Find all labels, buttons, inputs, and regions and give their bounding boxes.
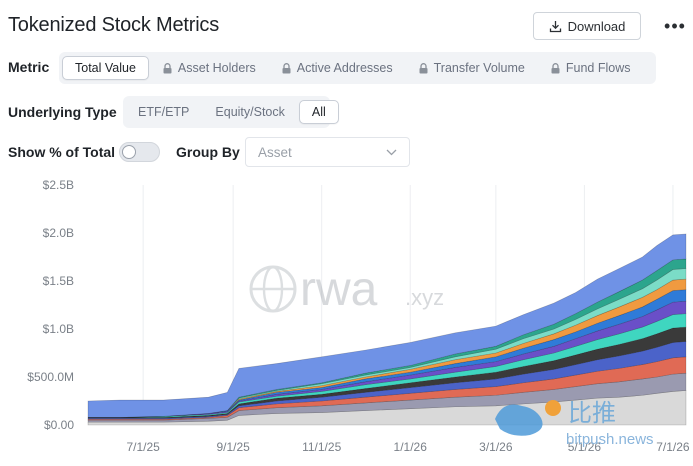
rwa-watermark: rwa .xyz [249,263,444,316]
metric-option-transfer-volume[interactable]: Transfer Volume [407,56,537,80]
x-tick-label: 11/1/25 [302,440,341,454]
group-by-select[interactable]: Asset [245,137,410,167]
underlying_type-option-label: Equity/Stock [215,105,285,119]
underlying_type-option-all[interactable]: All [298,100,339,124]
more-options-icon[interactable]: ••• [664,15,686,36]
globe-meridian [262,265,284,313]
bird-icon [495,404,543,436]
globe-icon [249,265,297,313]
watermark-brand: rwa [300,263,378,316]
metric-option-fund-flows[interactable]: Fund Flows [539,56,643,80]
lock-icon [551,62,560,73]
stacked-area-chart: $2.5B $2.0B $1.5B $1.0B $500.0M $0.00 7/1/25 9/… [27,178,690,454]
metric-option-active-addresses[interactable]: Active Addresses [270,56,405,80]
metric-option-label: Total Value [75,61,136,75]
download-icon [549,20,561,32]
metric-selector: Total Value Asset Holders Active Addresses… [59,52,656,84]
metric-option-label: Active Addresses [296,61,393,75]
underlying-type-selector: ETF/ETP Equity/Stock All [123,96,339,128]
underlying_type-option-equity-stock[interactable]: Equity/Stock [203,100,296,124]
bitpush-watermark: 比推 bitpush.news [495,399,654,448]
download-label: Download [567,18,626,34]
x-tick-label: 5/1/26 [568,440,602,454]
y-tick-label: $500.0M [27,370,74,384]
chevron-down-icon [386,149,397,155]
y-tick-label: $1.5B [43,274,74,288]
metric-label: Metric [8,59,50,75]
lock-icon [419,62,428,73]
underlying_type-option-label: All [311,105,326,119]
metric-option-label: Transfer Volume [433,61,525,75]
page-title: Tokenized Stock Metrics [8,14,220,36]
metric-option-label: Fund Flows [565,61,631,75]
lock-icon [163,62,172,73]
y-tick-label: $1.0B [43,322,74,336]
x-tick-label: 9/1/25 [216,440,250,454]
group-by-value: Asset [258,144,292,160]
y-tick-label: $2.0B [43,226,74,240]
x-tick-label: 7/1/25 [126,440,160,454]
metric-option-total-value[interactable]: Total Value [62,56,149,80]
y-tick-label: $2.5B [43,178,74,192]
x-tick-label: 7/1/26 [656,440,690,454]
area-series-11[interactable] [87,233,687,418]
lock-icon [282,62,291,73]
watermark-site: bitpush.news [566,431,654,448]
watermark-cn-text: 比推 [568,399,616,427]
underlying_type-option-label: ETF/ETP [138,105,190,119]
download-button[interactable]: Download [533,12,641,40]
bitcoin-icon [545,400,561,416]
group-by-label: Group By [176,144,240,160]
show-pct-toggle[interactable] [119,142,160,162]
x-tick-label: 1/1/26 [394,440,428,454]
y-tick-label: $0.00 [44,418,74,432]
toggle-knob [122,145,136,159]
x-tick-label: 3/1/26 [479,440,513,454]
watermark-suffix: .xyz [405,285,444,310]
underlying_type-option-etf-etp[interactable]: ETF/ETP [126,100,201,124]
underlying-type-label: Underlying Type [8,104,117,120]
metric-option-label: Asset Holders [177,61,256,75]
show-pct-label: Show % of Total [8,144,116,160]
metric-option-asset-holders[interactable]: Asset Holders [151,56,268,80]
